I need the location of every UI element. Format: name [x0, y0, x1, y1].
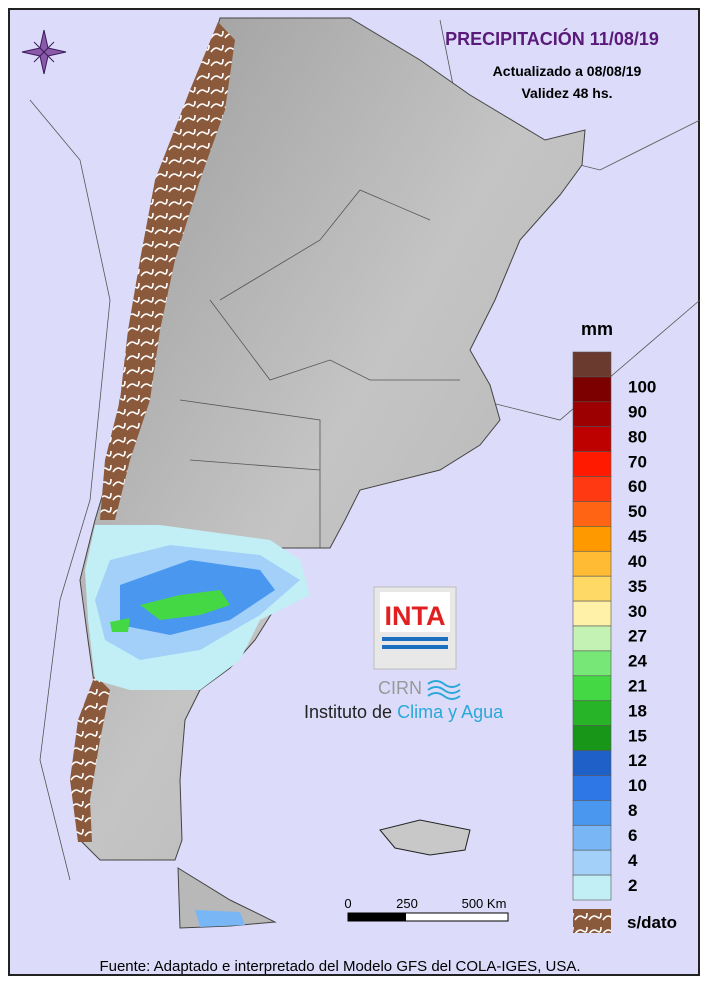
precip-area — [110, 618, 130, 632]
institute-highlight: Clima y Agua — [397, 702, 504, 722]
legend-swatch — [572, 426, 612, 452]
legend-swatch — [572, 600, 612, 627]
legend-swatch — [572, 849, 612, 876]
logo-waves — [427, 680, 461, 700]
legend-swatch — [572, 550, 612, 577]
legend-swatch — [572, 451, 612, 477]
legend-label: 35 — [628, 577, 647, 596]
legend-label: 15 — [628, 726, 647, 745]
legend-no-data: s/dato — [627, 913, 677, 932]
legend-label: 45 — [628, 527, 647, 546]
footer: Fuente: Adaptado e interpretado del Mode… — [99, 958, 580, 975]
legend-unit: mm — [581, 319, 613, 339]
logo-stripe — [382, 637, 448, 641]
compass — [21, 29, 67, 75]
precip-area — [195, 910, 245, 927]
legend-swatch — [572, 874, 612, 901]
legend-label: 27 — [628, 627, 647, 646]
legend-swatch — [572, 476, 612, 502]
logo-inner — [380, 592, 450, 632]
legend-label: 80 — [628, 427, 647, 446]
precip-area — [140, 590, 230, 620]
legend-swatch — [572, 376, 612, 403]
legend-label: 90 — [628, 403, 647, 422]
scale-bar-segment — [348, 913, 406, 921]
logo-brand: INTA — [385, 601, 446, 631]
legend-label: 60 — [628, 477, 647, 496]
legend-label: 6 — [628, 826, 637, 845]
legend-label: 100 — [628, 378, 656, 397]
legend-swatch — [572, 351, 612, 378]
legend-label: 21 — [628, 677, 647, 696]
institute: Instituto de Clima y Agua — [304, 702, 504, 722]
legend: 100 90 80 70 60 50 45 40 35 30 27 24 21 18 15 12 10 8 6 4 2 — [572, 351, 656, 901]
logo-stripe — [382, 645, 448, 649]
legend-label: 18 — [628, 701, 647, 720]
legend-swatch — [572, 650, 612, 677]
islands — [379, 819, 471, 856]
scale-label: 250 — [396, 896, 418, 911]
legend-label: 10 — [628, 776, 647, 795]
legend-label: 8 — [628, 801, 637, 820]
legend-label: 70 — [628, 452, 647, 471]
institute-text: Instituto de — [304, 702, 392, 722]
scale-label: 500 Km — [462, 896, 507, 911]
legend-no-data-swatch — [573, 909, 611, 933]
legend-label: 2 — [628, 876, 637, 895]
legend-label: 24 — [628, 652, 647, 671]
legend-label: 30 — [628, 602, 647, 621]
logo-center: CIRN — [378, 678, 422, 698]
legend-swatch — [572, 526, 612, 552]
legend-swatch — [572, 775, 612, 801]
legend-swatch — [572, 824, 612, 851]
legend-label: 40 — [628, 552, 647, 571]
province-lines — [109, 189, 460, 691]
legend-swatch — [572, 575, 612, 602]
title: PRECIPITACIÓN 11/08/19 — [445, 28, 659, 49]
no-data-area — [100, 22, 235, 520]
legend-swatch — [572, 401, 612, 428]
legend-swatch — [572, 800, 612, 826]
legend-swatch — [572, 501, 612, 527]
legend-swatch — [572, 675, 612, 702]
legend-swatch — [572, 625, 612, 652]
legend-label: 12 — [628, 751, 647, 770]
legend-label: 50 — [628, 502, 647, 521]
validity: Validez 48 hs. — [521, 85, 612, 101]
scale-label: 0 — [344, 896, 351, 911]
legend-swatch — [572, 700, 612, 726]
legend-swatch — [572, 750, 612, 776]
legend-label: 4 — [628, 851, 638, 870]
updated: Actualizado a 08/08/19 — [493, 63, 642, 79]
legend-swatch — [572, 725, 612, 751]
no-data-area — [70, 675, 110, 842]
